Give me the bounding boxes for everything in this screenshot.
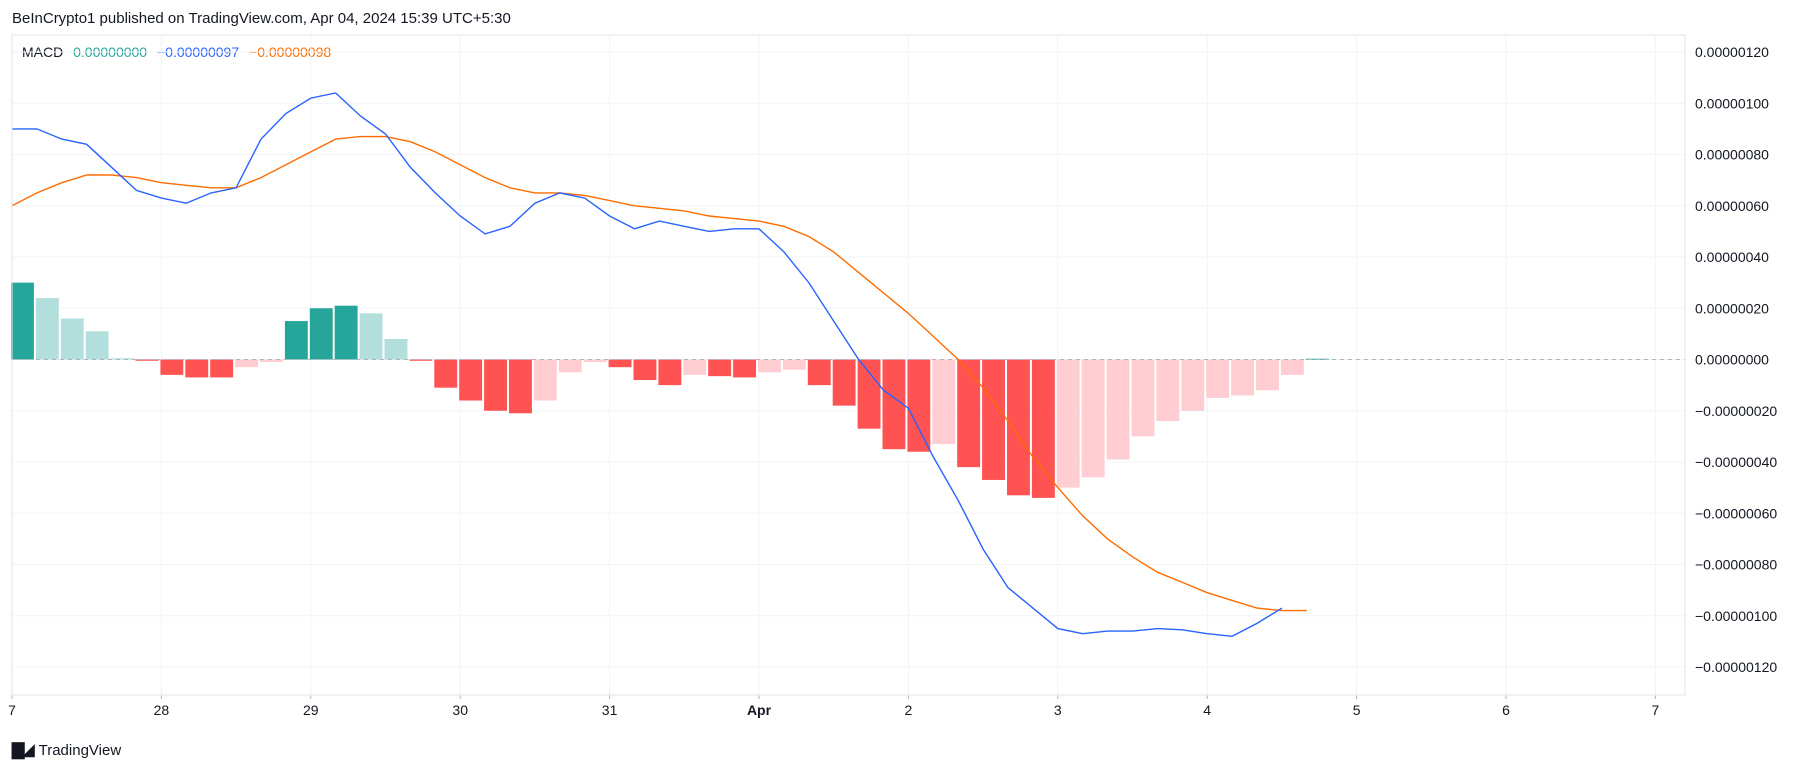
histogram-bar [135,359,159,361]
histogram-bar [434,359,458,388]
histogram-bar [484,359,507,411]
y-tick-label: 0.00000100 [1695,95,1769,111]
x-tick-label: 3 [1054,702,1062,718]
signal-line [11,135,1307,612]
y-tick-label: −0.00000020 [1695,403,1777,419]
histogram-bar [807,359,831,386]
histogram-bar [35,298,59,360]
histogram-bar [235,359,258,368]
tradingview-logo-icon[interactable]: ▇◢ [12,742,35,759]
footer: ▇◢ TradingView [12,740,121,760]
histogram-bar [1131,359,1155,437]
histogram-bar [1231,359,1254,396]
y-tick-label: 0.00000080 [1695,147,1769,163]
brand-label: TradingView [38,741,122,759]
histogram-bar [260,359,283,363]
histogram-bar [384,339,408,360]
histogram-bar [558,359,582,373]
y-tick-label: −0.00000080 [1695,557,1777,573]
histogram-bar [1181,359,1205,411]
y-tick-label: −0.00000120 [1695,659,1777,675]
histogram-bar [1056,359,1080,488]
macd-line [12,92,1283,638]
histogram-bar [284,321,308,360]
histogram-bar [758,359,781,373]
histogram-bar [1106,359,1130,460]
y-tick-label: 0.00000120 [1695,44,1769,60]
histogram-bar [11,282,34,360]
histogram-bar [907,359,931,452]
histogram-bar [185,359,209,378]
histogram-bar [359,313,383,360]
histogram-bar [982,359,1005,480]
x-tick-label: 29 [303,702,319,718]
histogram-bar [533,359,557,401]
histogram-bar [1007,359,1030,496]
histogram-bar [1206,359,1230,398]
histogram-bar [583,359,607,363]
histogram-bar [857,359,881,429]
y-tick-label: 0.00000040 [1695,249,1769,265]
histogram-bar [1156,359,1180,421]
histogram-bar [1081,359,1105,478]
histogram-bar [608,359,632,368]
histogram-bar [658,359,682,386]
macd-chart[interactable]: 0.00000120 0.00000100 0.00000080 0.00000060… [0,0,1804,730]
histogram-bar [708,359,732,377]
x-tick-label: Apr [747,702,772,718]
histogram-bar [1256,359,1279,391]
histogram-bar [932,359,956,445]
y-tick-label: 0.00000060 [1695,198,1769,214]
x-tick-label: 6 [1502,702,1510,718]
histogram-bar [210,359,234,378]
pane-border [11,34,1686,696]
x-tick-label: 5 [1353,702,1361,718]
publish-info: BeInCrypto1 published on TradingView.com… [12,10,511,27]
x-tick-label: 2 [905,702,913,718]
histogram-bar [60,318,84,360]
histogram-bar [1280,359,1304,375]
histogram-bar [85,331,109,360]
histogram-bar [782,359,806,370]
y-tick-label: −0.00000060 [1695,505,1777,521]
histogram-bar [957,359,981,468]
y-tick-label: −0.00000100 [1695,608,1777,624]
x-tick-label: 30 [452,702,468,718]
histogram-bar [832,359,856,406]
price-axis[interactable]: 0.00000120 0.00000100 0.00000080 0.00000060… [1695,44,1777,675]
histogram-bar [733,359,756,378]
histogram-bar [882,359,906,450]
histogram-bar [633,359,657,380]
x-tick-label: 31 [602,702,618,718]
time-axis[interactable]: 7 28 29 30 31 Apr 2 3 4 5 6 7 [8,695,1660,718]
x-tick-label: 7 [1652,702,1660,718]
histogram-bar [409,359,433,361]
histogram [11,282,1329,498]
x-tick-label: 28 [154,702,170,718]
histogram-bar [683,359,707,375]
histogram-bar [110,358,134,360]
x-tick-label: 4 [1203,702,1211,718]
histogram-bar [309,308,333,360]
histogram-bar [1031,359,1055,498]
histogram-bar [334,305,358,360]
histogram-bar [459,359,483,401]
y-tick-label: −0.00000040 [1695,454,1777,470]
histogram-bar [160,359,184,375]
histogram-bar [509,359,532,414]
y-tick-label: 0.00000020 [1695,300,1769,316]
x-tick-label: 7 [8,702,16,718]
y-tick-label: 0.00000000 [1695,352,1769,368]
